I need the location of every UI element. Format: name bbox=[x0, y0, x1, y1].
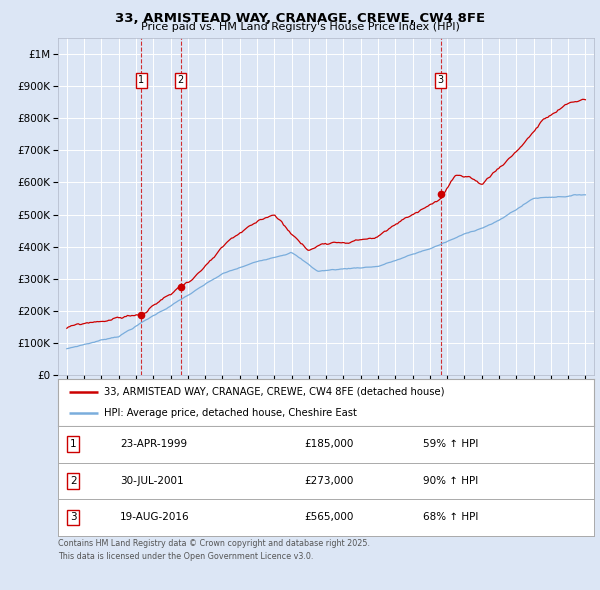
Text: £185,000: £185,000 bbox=[305, 440, 354, 449]
Text: 1: 1 bbox=[70, 440, 77, 449]
Text: £565,000: £565,000 bbox=[305, 513, 354, 522]
Text: Price paid vs. HM Land Registry's House Price Index (HPI): Price paid vs. HM Land Registry's House … bbox=[140, 22, 460, 32]
Text: 68% ↑ HPI: 68% ↑ HPI bbox=[422, 513, 478, 522]
Text: 33, ARMISTEAD WAY, CRANAGE, CREWE, CW4 8FE: 33, ARMISTEAD WAY, CRANAGE, CREWE, CW4 8… bbox=[115, 12, 485, 25]
Text: 2: 2 bbox=[70, 476, 77, 486]
Text: 1: 1 bbox=[138, 76, 145, 86]
Text: 2: 2 bbox=[178, 76, 184, 86]
Text: £273,000: £273,000 bbox=[305, 476, 354, 486]
Text: 33, ARMISTEAD WAY, CRANAGE, CREWE, CW4 8FE (detached house): 33, ARMISTEAD WAY, CRANAGE, CREWE, CW4 8… bbox=[104, 386, 444, 396]
Text: Contains HM Land Registry data © Crown copyright and database right 2025.: Contains HM Land Registry data © Crown c… bbox=[58, 539, 370, 548]
Text: 19-AUG-2016: 19-AUG-2016 bbox=[120, 513, 190, 522]
Text: 30-JUL-2001: 30-JUL-2001 bbox=[120, 476, 184, 486]
Text: 90% ↑ HPI: 90% ↑ HPI bbox=[422, 476, 478, 486]
Text: 23-APR-1999: 23-APR-1999 bbox=[120, 440, 187, 449]
Text: 3: 3 bbox=[437, 76, 444, 86]
Text: This data is licensed under the Open Government Licence v3.0.: This data is licensed under the Open Gov… bbox=[58, 552, 314, 560]
Text: 59% ↑ HPI: 59% ↑ HPI bbox=[422, 440, 478, 449]
Text: 3: 3 bbox=[70, 513, 77, 522]
Text: HPI: Average price, detached house, Cheshire East: HPI: Average price, detached house, Ches… bbox=[104, 408, 356, 418]
